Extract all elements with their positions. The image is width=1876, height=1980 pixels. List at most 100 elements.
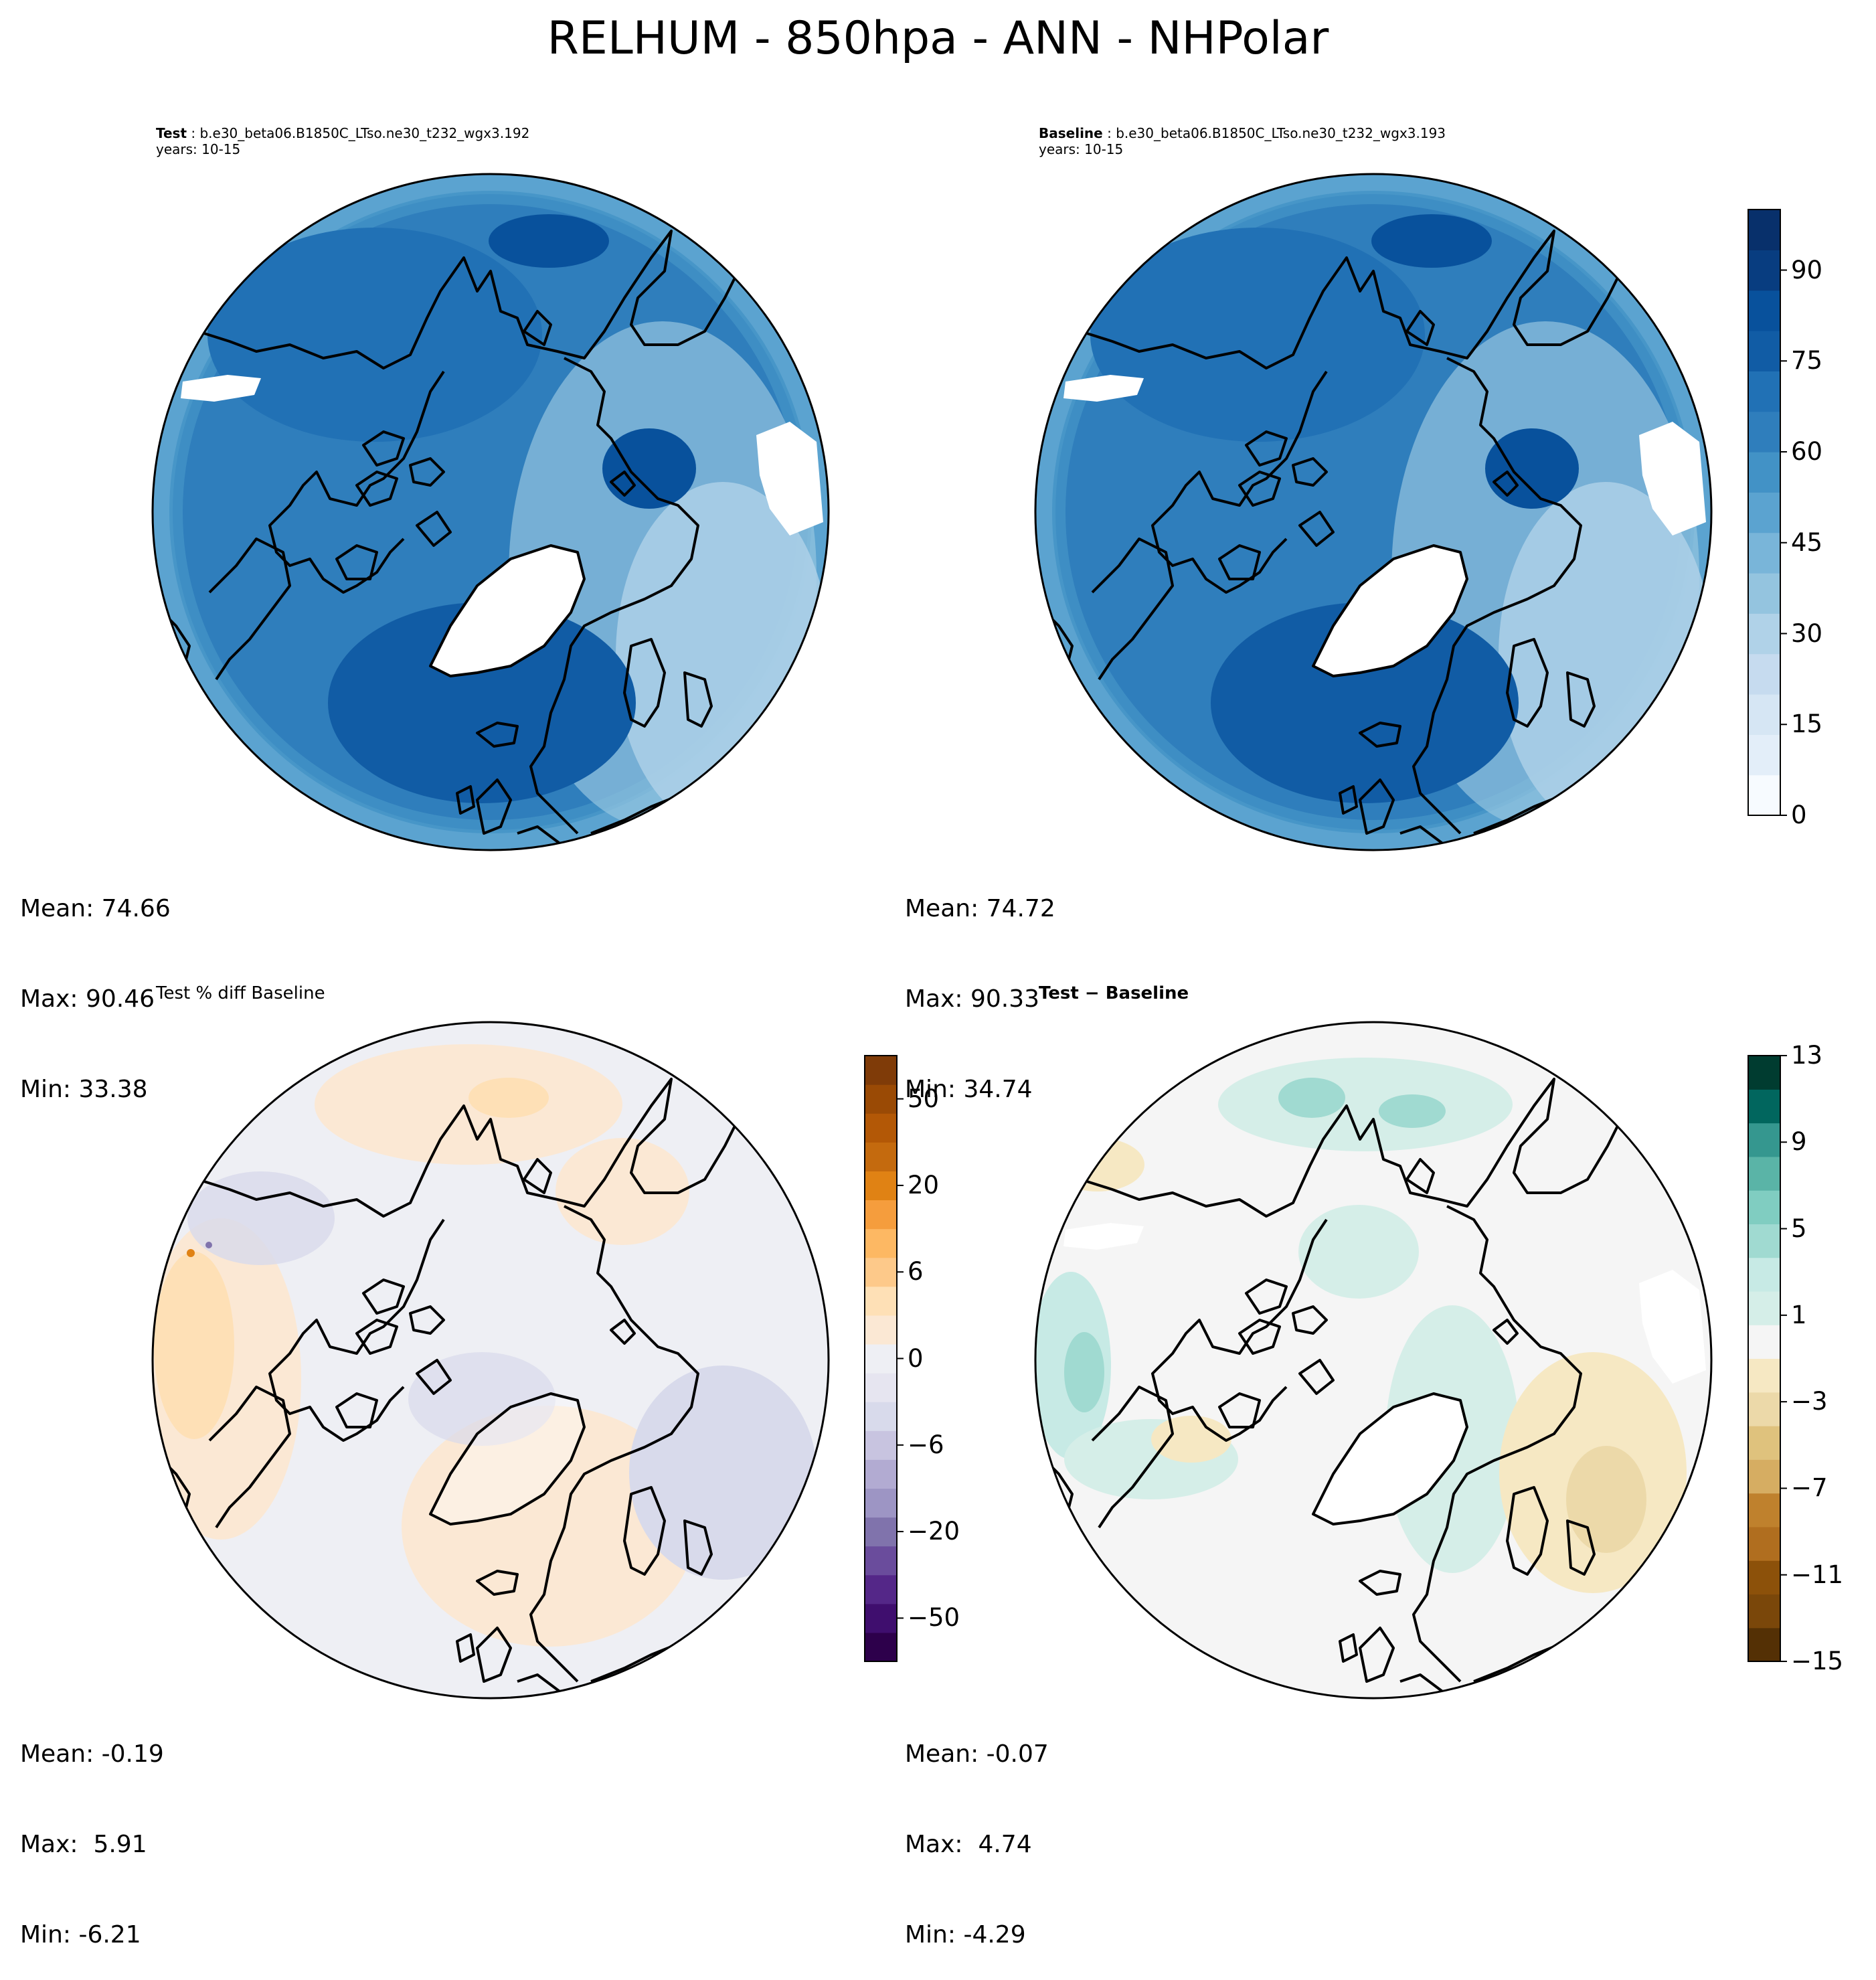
colorbar-tick-label: 20 (908, 1170, 940, 1200)
colorbar-segment (1748, 1123, 1780, 1157)
colorbar-segment (865, 1257, 897, 1287)
colorbar-segment (865, 1084, 897, 1114)
stats-diff-min: Min: -4.29 (905, 1921, 1026, 1949)
colorbar-tick-label: 1 (1791, 1300, 1807, 1329)
colorbar-segment (865, 1632, 897, 1662)
colorbar-segment (1748, 371, 1780, 412)
colorbar-segment (1748, 1627, 1780, 1662)
colorbar-segment (1748, 1526, 1780, 1561)
colorbar-tick-label: 75 (1791, 346, 1823, 376)
colorbar-segment (1748, 653, 1780, 695)
stats-pct-diff-max: Max: 5.91 (20, 1831, 147, 1858)
colorbar-segment (1748, 1493, 1780, 1528)
colorbar-segment (1748, 1392, 1780, 1426)
colorbar-frame (1747, 1055, 1781, 1662)
stats-baseline-max: Max: 90.33 (905, 985, 1040, 1013)
colorbar-segment (1748, 331, 1780, 372)
colorbar-tick-label: 0 (1791, 801, 1807, 829)
colorbar-segment (865, 1171, 897, 1201)
colorbar-segment (865, 1315, 897, 1345)
panel-title-baseline: Baseline : b.e30_beta06.B1850C_LTso.ne30… (1039, 125, 1446, 157)
panel-subtitle-baseline: years: 10-15 (1039, 141, 1124, 157)
colorbar-segment (1748, 411, 1780, 452)
colorbar-tick-label: −6 (908, 1430, 944, 1459)
panel-title-baseline-case: : b.e30_beta06.B1850C_LTso.ne30_t232_wgx… (1102, 125, 1446, 141)
colorbar-tick-label: 9 (1791, 1127, 1807, 1157)
panel-title-pct-diff-text: Test % diff Baseline (156, 983, 325, 1003)
map-pct-diff (151, 1021, 830, 1700)
colorbar-segment (1748, 452, 1780, 493)
colorbar-segment (1748, 1056, 1780, 1090)
panel-title-diff: Test − Baseline (1039, 985, 1189, 1002)
stats-diff-max: Max: 4.74 (905, 1831, 1032, 1858)
colorbar-segment (865, 1200, 897, 1230)
colorbar-segment (1748, 492, 1780, 533)
stats-test: Mean: 74.66 Max: 90.46 Min: 33.38 (20, 833, 171, 1135)
stats-test-mean: Mean: 74.66 (20, 895, 171, 922)
map-diff (1034, 1021, 1713, 1700)
colorbar-pct-diff (864, 1055, 904, 1662)
colorbar-segment (1748, 532, 1780, 574)
colorbar-segment (1748, 1560, 1780, 1595)
stats-diff: Mean: -0.07 Max: 4.74 Min: -4.29 (905, 1679, 1049, 1980)
panel-title-test-case: : b.e30_beta06.B1850C_LTso.ne30_t232_wgx… (187, 125, 530, 141)
stats-pct-diff: Mean: -0.19 Max: 5.91 Min: -6.21 (20, 1679, 164, 1980)
colorbar-tick-label: 13 (1791, 1041, 1823, 1070)
colorbar-segment (865, 1228, 897, 1258)
colorbar-segment (865, 1546, 897, 1576)
colorbar-segment (1748, 774, 1780, 816)
colorbar-tick-label: −11 (1791, 1560, 1844, 1589)
colorbar-segment (865, 1113, 897, 1143)
maps-canvas (151, 173, 1787, 1700)
stats-pct-diff-min: Min: -6.21 (20, 1921, 141, 1949)
stats-test-max: Max: 90.46 (20, 985, 155, 1013)
stats-baseline: Mean: 74.72 Max: 90.33 Min: 34.74 (905, 833, 1055, 1135)
colorbar-segment (865, 1056, 897, 1085)
colorbar-segment (1748, 1291, 1780, 1325)
figure-title: RELHUM - 850hpa - ANN - NHPolar (547, 12, 1329, 65)
colorbar-segment (865, 1517, 897, 1547)
colorbar-segment (1748, 1426, 1780, 1460)
colorbar-frame (1747, 209, 1781, 816)
colorbar-tick-label: 90 (1791, 255, 1823, 284)
colorbar-segment (1748, 210, 1780, 250)
stats-pct-diff-mean: Mean: -0.19 (20, 1740, 164, 1768)
colorbar-segment (865, 1430, 897, 1460)
stats-baseline-mean: Mean: 74.72 (905, 895, 1055, 922)
panel-title-test: Test : b.e30_beta06.B1850C_LTso.ne30_t23… (156, 125, 529, 157)
colorbar-segment (1748, 1089, 1780, 1124)
panel-title-baseline-bold: Baseline (1039, 125, 1103, 141)
colorbar-segment (1748, 734, 1780, 776)
colorbar-relhum (1747, 209, 1787, 816)
colorbar-segment (1748, 1459, 1780, 1494)
map-baseline (1034, 173, 1713, 851)
colorbar-segment (1748, 573, 1780, 614)
colorbar-tick-label: −50 (908, 1603, 960, 1633)
colorbar-segment (865, 1488, 897, 1518)
colorbar-tick-label: 50 (908, 1084, 940, 1113)
colorbar-segment (865, 1142, 897, 1171)
colorbar-segment (865, 1603, 897, 1633)
colorbar-segment (865, 1343, 897, 1374)
colorbar-tick-label: 45 (1791, 527, 1823, 557)
colorbar-tick-label: −15 (1791, 1647, 1844, 1675)
colorbar-tick-label: 0 (908, 1343, 924, 1373)
colorbar-segment (865, 1402, 897, 1431)
colorbar-segment (1748, 1325, 1780, 1359)
colorbar-tick-label: 60 (1791, 437, 1823, 466)
colorbar-segment (1748, 1594, 1780, 1629)
colorbar-tick-label: 5 (1791, 1214, 1807, 1243)
panel-title-test-bold: Test (156, 125, 187, 141)
colorbar-segment (1748, 1257, 1780, 1292)
colorbar-tick-label: 30 (1791, 618, 1823, 648)
colorbar-segment (1748, 1358, 1780, 1393)
colorbar-segment (865, 1459, 897, 1489)
map-test (151, 173, 830, 851)
colorbar-segment (865, 1574, 897, 1604)
colorbar-segment (1748, 613, 1780, 655)
colorbar-abs-diff (1747, 1055, 1787, 1662)
stats-test-min: Min: 33.38 (20, 1076, 148, 1103)
panel-subtitle-test: years: 10-15 (156, 141, 241, 157)
colorbar-tick-label: −3 (1791, 1387, 1828, 1416)
colorbar-segment (1748, 1156, 1780, 1191)
